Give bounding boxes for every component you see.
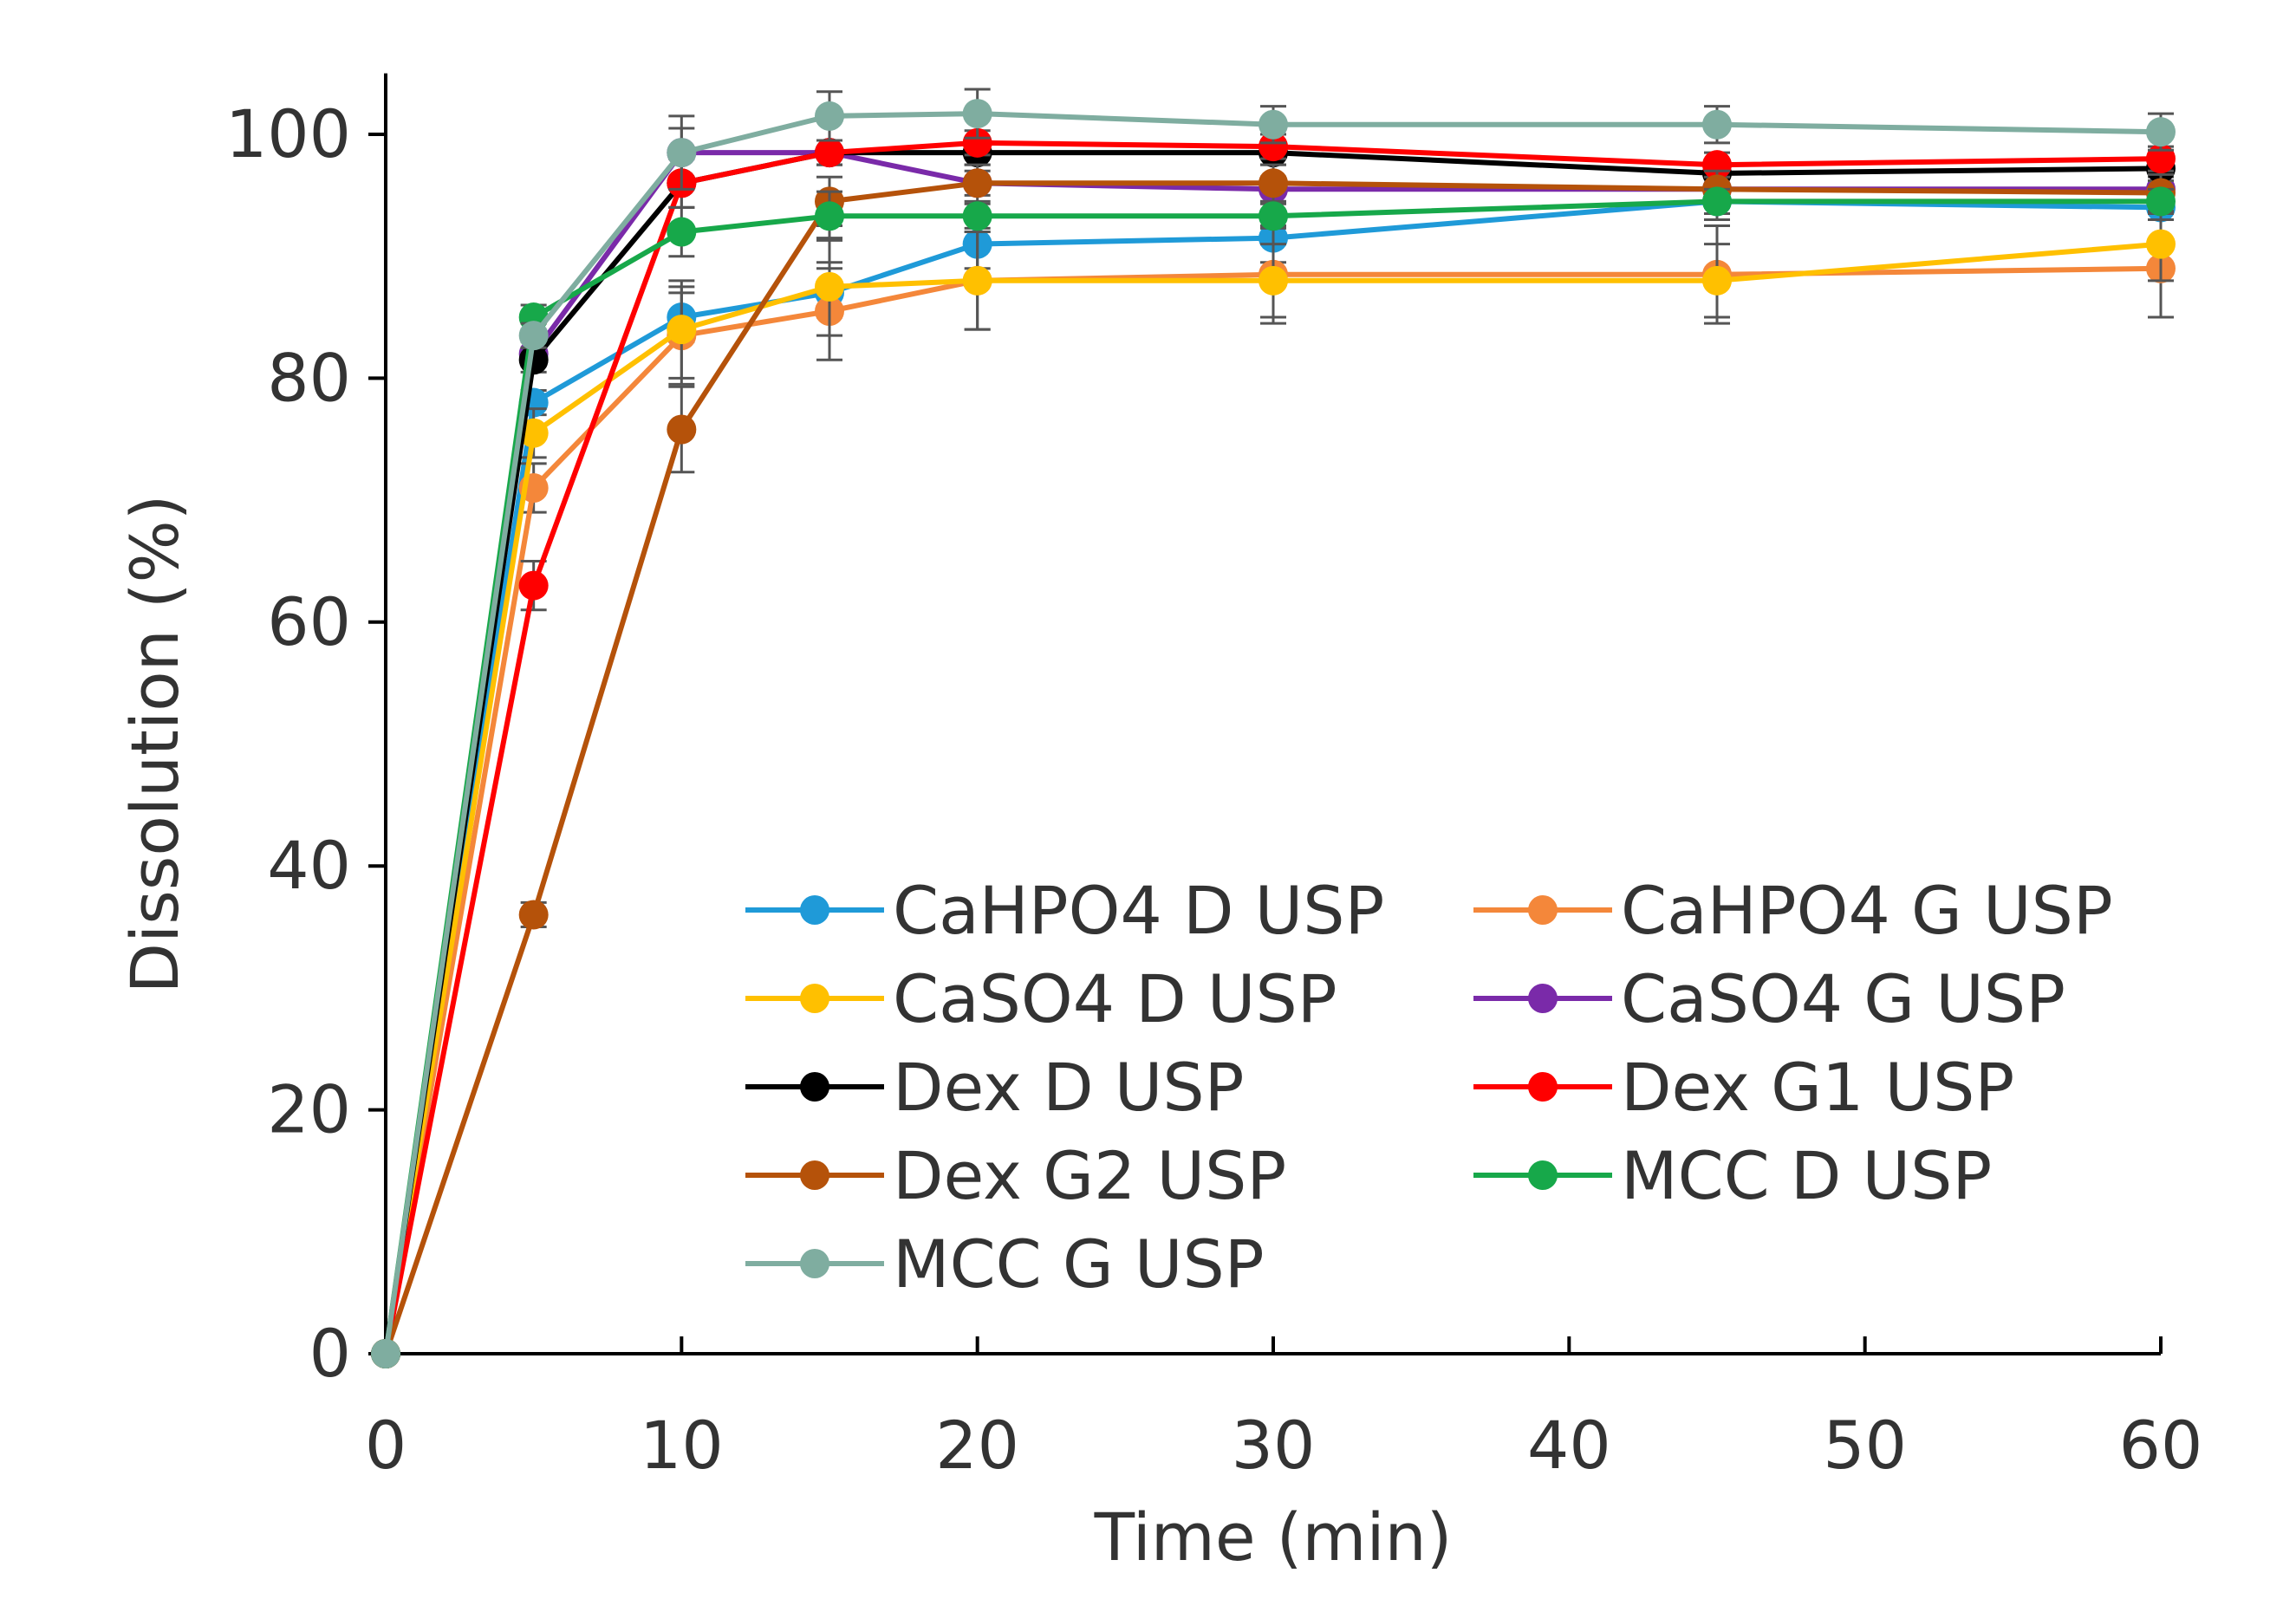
legend-label: CaHPO4 D USP — [893, 872, 1384, 949]
data-point — [1259, 132, 1288, 162]
data-point — [1259, 201, 1288, 231]
legend-swatch-marker — [800, 984, 829, 1013]
legend-item: CaSO4 D USP — [745, 960, 1337, 1037]
legend-label: MCC G USP — [893, 1225, 1265, 1303]
data-point — [1259, 168, 1288, 198]
y-tick-label: 20 — [267, 1071, 351, 1148]
data-point — [1702, 265, 1732, 296]
x-tick-label: 20 — [935, 1407, 1019, 1484]
series-line — [383, 150, 2162, 1355]
x-tick-label: 10 — [640, 1407, 724, 1484]
legend-item: MCC G USP — [745, 1225, 1265, 1303]
data-point — [1702, 109, 1732, 140]
legend-swatch-marker — [800, 895, 829, 925]
x-tick-label: 60 — [2119, 1407, 2203, 1484]
data-point — [2146, 229, 2176, 259]
y-tick-label: 40 — [267, 827, 351, 904]
x-axis-title: Time (min) — [1094, 1498, 1453, 1576]
data-point — [518, 900, 549, 930]
series-line — [383, 140, 2162, 1355]
legend-label: CaSO4 G USP — [1621, 960, 2065, 1037]
data-point — [962, 168, 992, 198]
legend-swatch-marker — [1528, 984, 1558, 1013]
legend-label: Dex G2 USP — [893, 1137, 1286, 1214]
data-point — [667, 138, 697, 168]
y-tick-label: 80 — [267, 339, 351, 416]
legend-item: Dex D USP — [745, 1049, 1244, 1126]
series-line — [383, 111, 2162, 1355]
x-tick-label: 0 — [365, 1407, 407, 1484]
series-mcc-g-usp — [371, 88, 2176, 1368]
legend-item: CaSO4 G USP — [1473, 960, 2065, 1037]
legend-item: Dex G1 USP — [1473, 1049, 2014, 1126]
legend-item: Dex G2 USP — [745, 1137, 1286, 1214]
legend-label: Dex D USP — [893, 1049, 1244, 1126]
legend-label: CaHPO4 G USP — [1621, 872, 2113, 949]
series-line — [383, 265, 2162, 1355]
legend-label: Dex G1 USP — [1621, 1049, 2014, 1126]
legend-swatch-marker — [800, 1249, 829, 1278]
data-point — [1259, 265, 1288, 296]
x-tick-label: 50 — [1823, 1407, 1907, 1484]
y-axis-title: Dissolution (%) — [116, 495, 193, 994]
legend-item: CaHPO4 D USP — [745, 872, 1384, 949]
series-line — [383, 180, 2162, 1355]
data-point — [667, 217, 697, 247]
data-point — [962, 201, 992, 231]
y-tick-label: 0 — [309, 1315, 351, 1392]
data-point — [962, 265, 992, 296]
legend: CaHPO4 D USP CaHPO4 G USP CaSO4 D USP CaSO4… — [745, 872, 2113, 1303]
x-tick-label: 40 — [1527, 1407, 1611, 1484]
data-point — [2146, 117, 2176, 147]
data-point — [815, 101, 844, 131]
y-tick-label: 60 — [267, 583, 351, 660]
x-tick-label: 30 — [1232, 1407, 1316, 1484]
legend-swatch-marker — [800, 1072, 829, 1102]
legend-swatch-marker — [1528, 1160, 1558, 1190]
legend-swatch-marker — [1528, 1072, 1558, 1102]
axes: 0 20 40 60 80 100 0 10 20 30 40 50 60 — [225, 73, 2203, 1484]
data-point — [371, 1339, 400, 1368]
data-point — [815, 201, 844, 231]
y-tick-label: 100 — [225, 95, 351, 172]
legend-label: CaSO4 D USP — [893, 960, 1337, 1037]
data-point — [962, 127, 992, 158]
data-point — [1702, 186, 1732, 217]
data-point — [518, 570, 549, 601]
series-line — [383, 241, 2162, 1355]
plot-series — [371, 88, 2176, 1368]
legend-item: MCC D USP — [1473, 1137, 1992, 1214]
data-point — [667, 315, 697, 345]
series-line — [383, 198, 2162, 1355]
data-point — [518, 321, 549, 351]
legend-label: MCC D USP — [1621, 1137, 1992, 1214]
data-point — [962, 99, 992, 129]
data-point — [667, 414, 697, 445]
legend-swatch-marker — [1528, 895, 1558, 925]
data-point — [815, 138, 844, 168]
legend-item: CaHPO4 G USP — [1473, 872, 2113, 949]
data-point — [2146, 186, 2176, 217]
data-point — [1259, 109, 1288, 140]
data-point — [815, 271, 844, 302]
legend-swatch-marker — [800, 1160, 829, 1190]
